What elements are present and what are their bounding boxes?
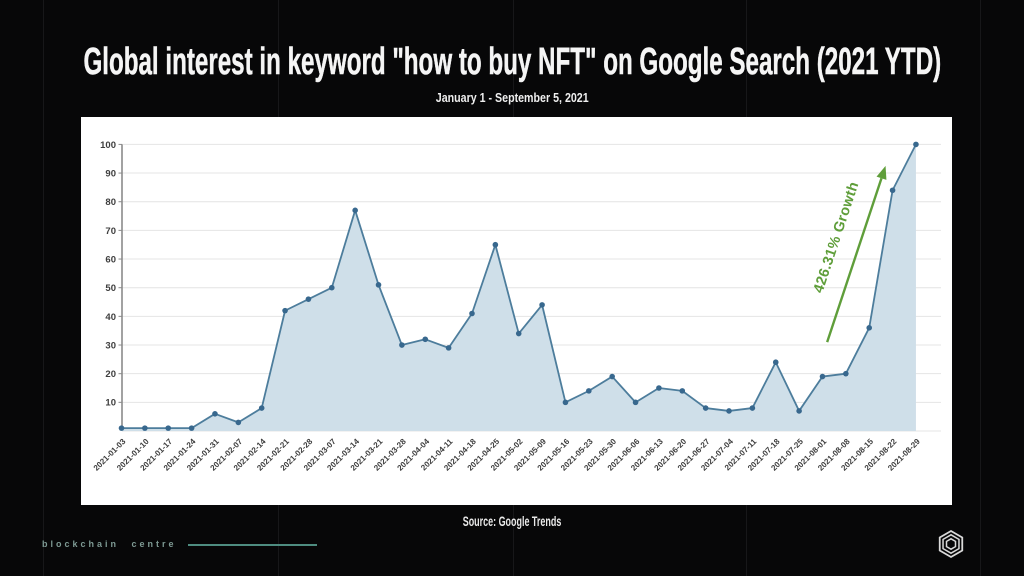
y-tick-label: 60	[105, 254, 116, 265]
y-tick-label: 90	[105, 168, 116, 179]
data-point	[819, 373, 826, 380]
data-point	[235, 419, 242, 426]
data-point	[609, 373, 615, 380]
background-grid-rule	[980, 0, 981, 576]
data-point	[656, 385, 662, 391]
data-point	[772, 359, 779, 366]
data-point	[142, 425, 148, 431]
y-tick-label: 80	[105, 197, 116, 208]
data-point	[375, 282, 382, 288]
data-point	[632, 399, 639, 406]
data-point	[492, 241, 499, 248]
data-point	[445, 345, 452, 351]
data-point	[165, 425, 172, 431]
source-row: Source: Google Trends	[0, 513, 1024, 531]
background-grid-rule	[43, 0, 44, 576]
page-title: Global interest in keyword "how to buy N…	[83, 41, 941, 84]
data-point	[399, 342, 405, 348]
growth-arrowhead	[876, 165, 887, 180]
data-point	[889, 187, 896, 194]
data-point	[913, 141, 919, 148]
data-point	[866, 325, 873, 331]
data-point	[212, 411, 218, 417]
data-point	[539, 302, 545, 308]
page-title-row: Global interest in keyword "how to buy N…	[0, 41, 1024, 84]
data-point	[843, 370, 849, 377]
data-point	[282, 307, 288, 314]
growth-arrow	[826, 177, 883, 343]
y-tick-label: 40	[105, 312, 116, 323]
data-point	[679, 388, 686, 394]
hexagon-ring	[945, 537, 957, 551]
brand-divider-line	[188, 544, 317, 546]
data-point	[188, 425, 195, 431]
data-point	[562, 399, 569, 406]
y-tick-label: 50	[105, 283, 116, 294]
data-point	[749, 405, 756, 411]
data-point	[702, 405, 709, 411]
brand-wordmark: blockchain centre	[42, 539, 177, 549]
trend-area-chart: 1020304050607080901002021-01-032021-01-1…	[92, 140, 941, 473]
hexagon-ring	[938, 529, 964, 559]
data-point	[726, 408, 732, 414]
data-point	[469, 310, 475, 317]
source-caption: Source: Google Trends	[462, 513, 562, 529]
page-subtitle: January 1 - September 5, 2021	[435, 90, 589, 105]
data-point	[422, 336, 429, 343]
data-point	[258, 405, 265, 411]
data-point	[352, 207, 358, 214]
chart-card: 10 20 30 40 50 60 70 80 90 100 2021-01-03 2021-01-1…	[81, 117, 952, 505]
data-point	[328, 284, 335, 291]
data-point	[586, 388, 592, 394]
data-point	[305, 296, 312, 302]
y-tick-label: 70	[105, 226, 116, 237]
series-area	[121, 144, 916, 431]
y-tick-label: 10	[105, 398, 116, 409]
data-point	[796, 408, 802, 414]
hexagon-ring	[942, 533, 960, 555]
growth-annotation-label: 426.31% Growth	[811, 180, 863, 295]
hexagon-logo-icon	[938, 529, 964, 559]
y-tick-label: 100	[100, 140, 116, 151]
page-subtitle-row: January 1 - September 5, 2021	[0, 89, 1024, 107]
data-point	[118, 425, 125, 431]
y-tick-label: 20	[105, 369, 116, 380]
y-tick-label: 30	[105, 340, 116, 351]
data-point	[515, 330, 522, 337]
